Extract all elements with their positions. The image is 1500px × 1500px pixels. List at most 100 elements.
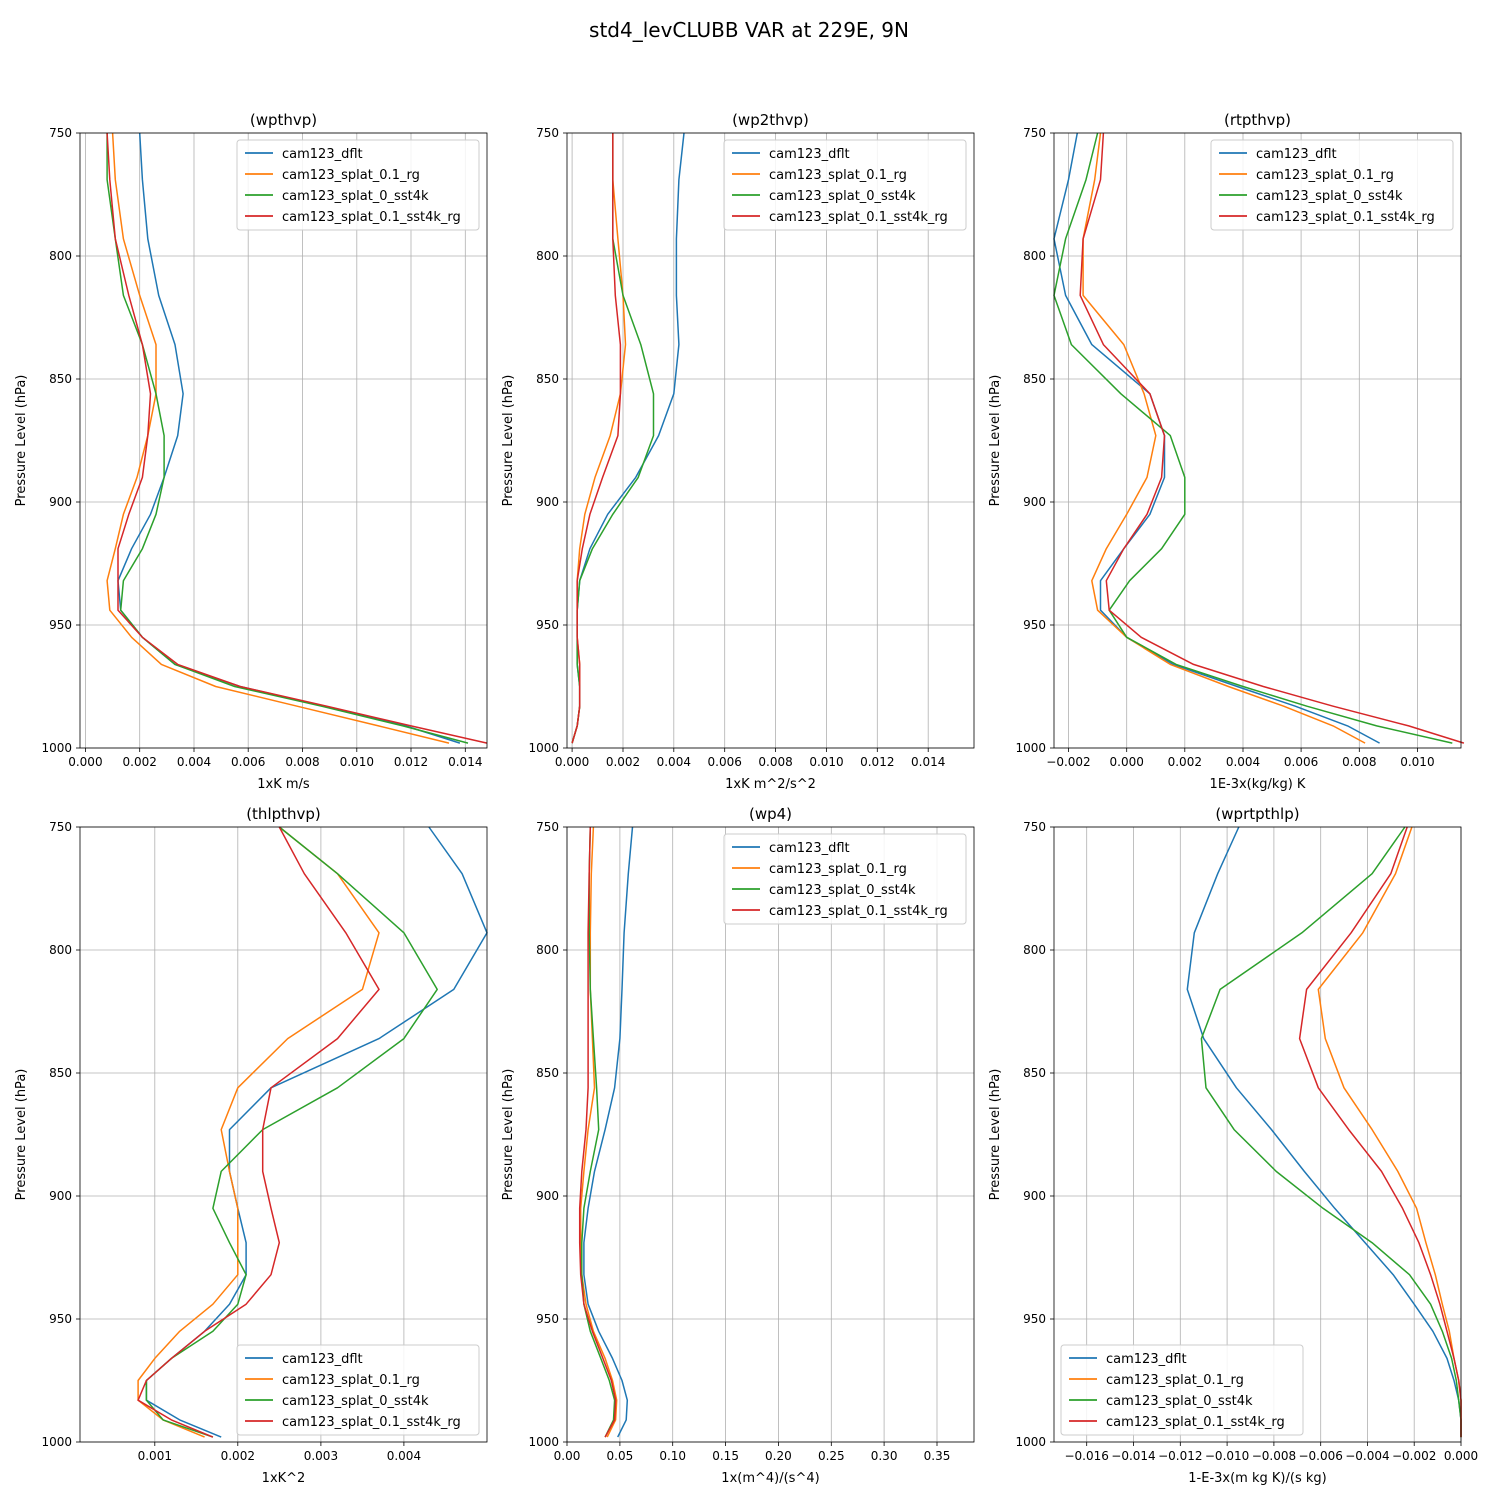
series-line-cam123-splat-0-1-sst4k-rg (1298, 826, 1462, 1438)
y-tick-label: 1000 (1015, 741, 1046, 755)
y-tick-label: 950 (536, 618, 559, 632)
series-line-cam123-splat-0-1-sst4k-rg (578, 826, 617, 1438)
legend-label: cam123_splat_0.1_rg (282, 1373, 420, 1388)
chart-panel-3: −0.002 0.000 0.002 0.004 0.006 0.008 0.010 750 8… (988, 111, 1465, 792)
series-line-cam123-splat-0-sst4k (145, 826, 438, 1438)
x-tick-label: 0.012 (394, 755, 428, 769)
y-tick-label: 900 (1023, 495, 1046, 509)
x-axis-label: 1x(m^4)/(s^4) (721, 1471, 819, 1486)
series-line-cam123-dflt (1053, 132, 1380, 744)
legend-label: cam123_splat_0_sst4k (769, 883, 916, 898)
y-tick-label: 1000 (41, 741, 72, 755)
chart-panel-2: 0.000 0.002 0.004 0.006 0.008 0.010 0.012 0.014… (501, 111, 975, 792)
y-tick-label: 750 (536, 820, 559, 834)
y-axis-label: Pressure Level (hPa) (988, 375, 1003, 507)
legend-label: cam123_splat_0_sst4k (1106, 1394, 1253, 1409)
y-tick-label: 1000 (1015, 1435, 1046, 1449)
x-tick-label: −0.008 (1252, 1449, 1296, 1463)
y-tick-label: 850 (1023, 372, 1046, 386)
y-axis-label: Pressure Level (hPa) (988, 1069, 1003, 1201)
y-tick-label: 800 (49, 943, 72, 957)
y-tick-label: 900 (536, 495, 559, 509)
x-tick-label: 0.35 (924, 1449, 951, 1463)
x-tick-label: 0.008 (758, 755, 792, 769)
y-tick-label: 1000 (41, 1435, 72, 1449)
x-tick-label: 0.000 (555, 755, 589, 769)
x-tick-label: 0.014 (448, 755, 482, 769)
y-tick-label: 1000 (528, 741, 559, 755)
legend-label: cam123_dflt (769, 841, 850, 856)
y-tick-label: 800 (536, 249, 559, 263)
legend-label: cam123_dflt (282, 147, 363, 162)
x-tick-label: 0.010 (809, 755, 843, 769)
legend: cam123_dflt cam123_splat_0.1_rg cam123_spl… (723, 139, 967, 231)
y-tick-label: 850 (49, 372, 72, 386)
y-tick-label: 800 (536, 943, 559, 957)
y-tick-label: 900 (1023, 1189, 1046, 1203)
y-axis-label: Pressure Level (hPa) (14, 1069, 29, 1201)
y-tick-label: 950 (49, 618, 72, 632)
series-line-cam123-dflt (583, 826, 634, 1438)
x-tick-label: 0.010 (1400, 755, 1434, 769)
series-line-cam123-splat-0-1-rg (1082, 132, 1366, 744)
x-tick-label: 0.002 (1168, 755, 1202, 769)
figure-title: std4_levCLUBB VAR at 229E, 9N (589, 18, 909, 42)
x-axis-label: 1xK m^2/s^2 (725, 777, 816, 792)
panel-title: (thlpthvp) (246, 805, 321, 823)
plot-frame (1053, 826, 1462, 1443)
x-tick-label: 0.008 (1342, 755, 1376, 769)
x-tick-label: −0.016 (1064, 1449, 1108, 1463)
legend-label: cam123_splat_0.1_sst4k_rg (1106, 1415, 1285, 1430)
x-tick-label: 0.006 (708, 755, 742, 769)
x-tick-label: 0.001 (138, 1449, 172, 1463)
x-tick-label: 0.006 (1284, 755, 1318, 769)
x-axis-label: 1-E-3x(m kg K)/(s kg) (1188, 1471, 1326, 1486)
legend-label: cam123_splat_0.1_sst4k_rg (282, 1415, 461, 1430)
x-tick-label: 0.15 (712, 1449, 739, 1463)
y-tick-label: 750 (536, 126, 559, 140)
legend: cam123_dflt cam123_splat_0.1_rg cam123_spl… (236, 139, 480, 231)
y-tick-label: 950 (1023, 1312, 1046, 1326)
y-tick-label: 950 (1023, 618, 1046, 632)
legend: cam123_dflt cam123_splat_0.1_rg cam123_spl… (1060, 1344, 1304, 1436)
y-tick-label: 850 (536, 372, 559, 386)
plot-frame (79, 826, 488, 1443)
legend-box (723, 139, 967, 231)
y-tick-label: 900 (536, 1189, 559, 1203)
y-tick-label: 800 (1023, 249, 1046, 263)
x-tick-label: 0.002 (123, 755, 157, 769)
legend-box (236, 139, 480, 231)
x-tick-label: −0.002 (1046, 755, 1090, 769)
legend-label: cam123_splat_0.1_rg (1106, 1373, 1244, 1388)
y-tick-label: 800 (1023, 943, 1046, 957)
y-tick-label: 750 (49, 820, 72, 834)
y-tick-label: 900 (49, 495, 72, 509)
x-tick-label: 0.30 (871, 1449, 898, 1463)
x-tick-label: 0.014 (911, 755, 945, 769)
y-tick-label: 1000 (528, 1435, 559, 1449)
series-line-cam123-splat-0-1-sst4k-rg (571, 133, 622, 744)
panel-title: (rtpthvp) (1224, 111, 1291, 129)
legend-label: cam123_splat_0.1_sst4k_rg (1256, 210, 1435, 225)
series-line-cam123-splat-0-sst4k (581, 826, 616, 1438)
y-tick-label: 750 (1023, 820, 1046, 834)
legend-label: cam123_splat_0.1_rg (1256, 168, 1394, 183)
x-tick-label: 0.25 (818, 1449, 845, 1463)
legend-label: cam123_dflt (1256, 147, 1337, 162)
legend-label: cam123_splat_0_sst4k (282, 1394, 429, 1409)
x-tick-label: 0.004 (387, 1449, 421, 1463)
series-line-cam123-splat-0-sst4k (1200, 826, 1462, 1438)
y-tick-label: 950 (49, 1312, 72, 1326)
legend-label: cam123_dflt (282, 1352, 363, 1367)
series-line-cam123-splat-0-sst4k (106, 133, 469, 744)
chart-panel-6: −0.016 −0.014 −0.012 −0.010 −0.008 −0.006 −0.0… (988, 805, 1478, 1486)
x-tick-label: 0.008 (285, 755, 319, 769)
y-tick-label: 750 (49, 126, 72, 140)
plot-frame (566, 132, 975, 749)
y-axis-label: Pressure Level (hPa) (501, 375, 516, 507)
plot-frame (79, 132, 488, 749)
x-tick-label: 0.006 (231, 755, 265, 769)
legend-label: cam123_splat_0.1_rg (769, 168, 907, 183)
x-tick-label: 0.012 (860, 755, 894, 769)
panel-title: (wp2thvp) (732, 111, 809, 129)
